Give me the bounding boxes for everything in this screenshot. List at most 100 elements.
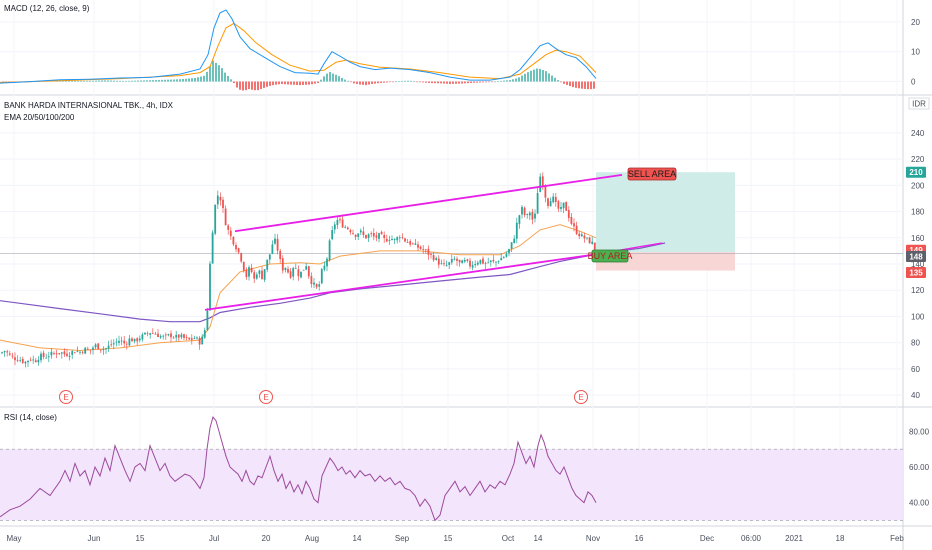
macd-histogram-bar — [458, 81, 460, 84]
candle-body — [266, 259, 269, 270]
macd-histogram-bar — [155, 80, 157, 82]
candle-body — [219, 196, 222, 201]
price-panel[interactable]: SELL AREA BUY AREA BANK HARDA INTERNASIO… — [0, 97, 930, 404]
earnings-marker[interactable]: E — [259, 390, 273, 404]
candle-body — [448, 262, 451, 265]
candle-body — [346, 227, 349, 230]
macd-histogram-bar — [404, 80, 406, 82]
macd-histogram-bar — [128, 80, 130, 82]
candle-body — [401, 237, 404, 239]
macd-histogram-bar — [272, 81, 274, 86]
candle-body — [523, 207, 526, 216]
macd-histogram-bar — [335, 74, 337, 82]
currency-badge[interactable]: IDR — [908, 97, 930, 110]
macd-histogram-bar — [305, 81, 307, 85]
candle-body — [302, 269, 305, 271]
candle-body — [552, 196, 555, 203]
channel-upper-trendline[interactable] — [234, 173, 623, 233]
candle-body — [21, 358, 24, 363]
macd-histogram-bar — [296, 81, 298, 85]
candle-body — [66, 353, 68, 356]
macd-histogram-bar — [164, 79, 166, 82]
macd-histogram-bar — [173, 79, 175, 82]
buy-area-label[interactable]: BUY AREA — [588, 249, 633, 263]
macd-histogram-bar — [578, 81, 580, 89]
macd-histogram-bar — [464, 81, 466, 84]
macd-histogram-bar — [269, 81, 271, 86]
candle-body — [201, 336, 204, 345]
candle-body — [133, 338, 136, 342]
candle-body — [328, 240, 331, 260]
macd-histogram-bar — [143, 80, 145, 82]
macd-histogram-bar — [587, 81, 589, 90]
macd-histogram-bar — [353, 81, 355, 84]
macd-histogram-bar — [497, 81, 499, 82]
candle-body — [526, 214, 529, 215]
time-axis[interactable]: May Jun 15 Jul 20 Aug 14 Sep 15 Oct 14 Nov 16 Dec 06:0… — [6, 534, 904, 543]
candle-body — [385, 238, 388, 242]
macd-histogram-bar — [146, 80, 148, 82]
candle-body — [14, 357, 16, 361]
candle-body — [560, 207, 562, 209]
candle-body — [112, 343, 115, 345]
macd-histogram-bar — [368, 81, 370, 85]
candle-body — [115, 341, 118, 343]
time-axis-label: 16 — [635, 534, 644, 543]
candle-body — [245, 269, 248, 278]
macd-histogram-bar — [392, 81, 394, 83]
candle-body — [71, 351, 74, 355]
macd-histogram-bar — [71, 80, 73, 82]
macd-histogram-bar — [431, 81, 433, 84]
macd-histogram-bar — [593, 81, 595, 89]
sell-area-label[interactable]: SELL AREA — [627, 167, 677, 181]
macd-histogram-bar — [485, 81, 487, 83]
candle-body — [235, 245, 237, 250]
candle-body — [513, 238, 516, 243]
macd-histogram-bar — [224, 72, 226, 82]
candle-body — [430, 253, 432, 255]
macd-histogram-bar — [476, 81, 478, 83]
price-tick-label: 80 — [911, 339, 920, 348]
candle-body — [380, 231, 383, 235]
candle-body — [388, 240, 391, 241]
candle-body — [336, 219, 339, 225]
earnings-marker[interactable]: E — [574, 390, 588, 404]
rsi-panel[interactable]: RSI (14, close) 40.00 60.00 80.00 — [0, 413, 930, 522]
macd-histogram-bar — [149, 80, 151, 82]
candle-body — [562, 202, 565, 209]
candle-body — [274, 238, 276, 244]
macd-histogram-bar — [77, 80, 79, 82]
candle-body — [32, 359, 35, 361]
macd-histogram-bar — [560, 81, 562, 83]
macd-histogram-bar — [512, 79, 514, 82]
channel-lower-trendline[interactable] — [204, 249, 621, 311]
macd-histogram-bar — [227, 75, 229, 82]
profit-zone[interactable] — [596, 172, 735, 253]
candle-body — [528, 212, 531, 216]
candle-body — [570, 216, 573, 224]
macd-histogram-bar — [275, 81, 277, 85]
candle-body — [271, 244, 274, 254]
candle-body — [47, 356, 50, 358]
earnings-marker[interactable]: E — [59, 390, 73, 404]
macd-histogram-bar — [383, 81, 385, 83]
candle-body — [229, 230, 232, 237]
candle-body — [1, 352, 3, 354]
candle-body — [583, 235, 586, 239]
candle-body — [86, 348, 89, 350]
candle-body — [276, 238, 279, 251]
loss-zone[interactable] — [596, 252, 735, 271]
macd-panel[interactable]: MACD (12, 26, close, 9) 0 10 20 — [0, 4, 920, 91]
macd-histogram-bar — [95, 80, 97, 82]
candle-body — [411, 243, 414, 245]
macd-histogram-bar — [119, 80, 121, 82]
macd-histogram-bar — [191, 78, 193, 82]
macd-histogram-bar — [461, 81, 463, 84]
candle-body — [435, 258, 438, 260]
macd-histogram-bar — [158, 79, 160, 82]
macd-histogram-bar — [101, 80, 103, 82]
macd-histogram-bar — [515, 78, 517, 82]
candle-body — [136, 338, 139, 342]
